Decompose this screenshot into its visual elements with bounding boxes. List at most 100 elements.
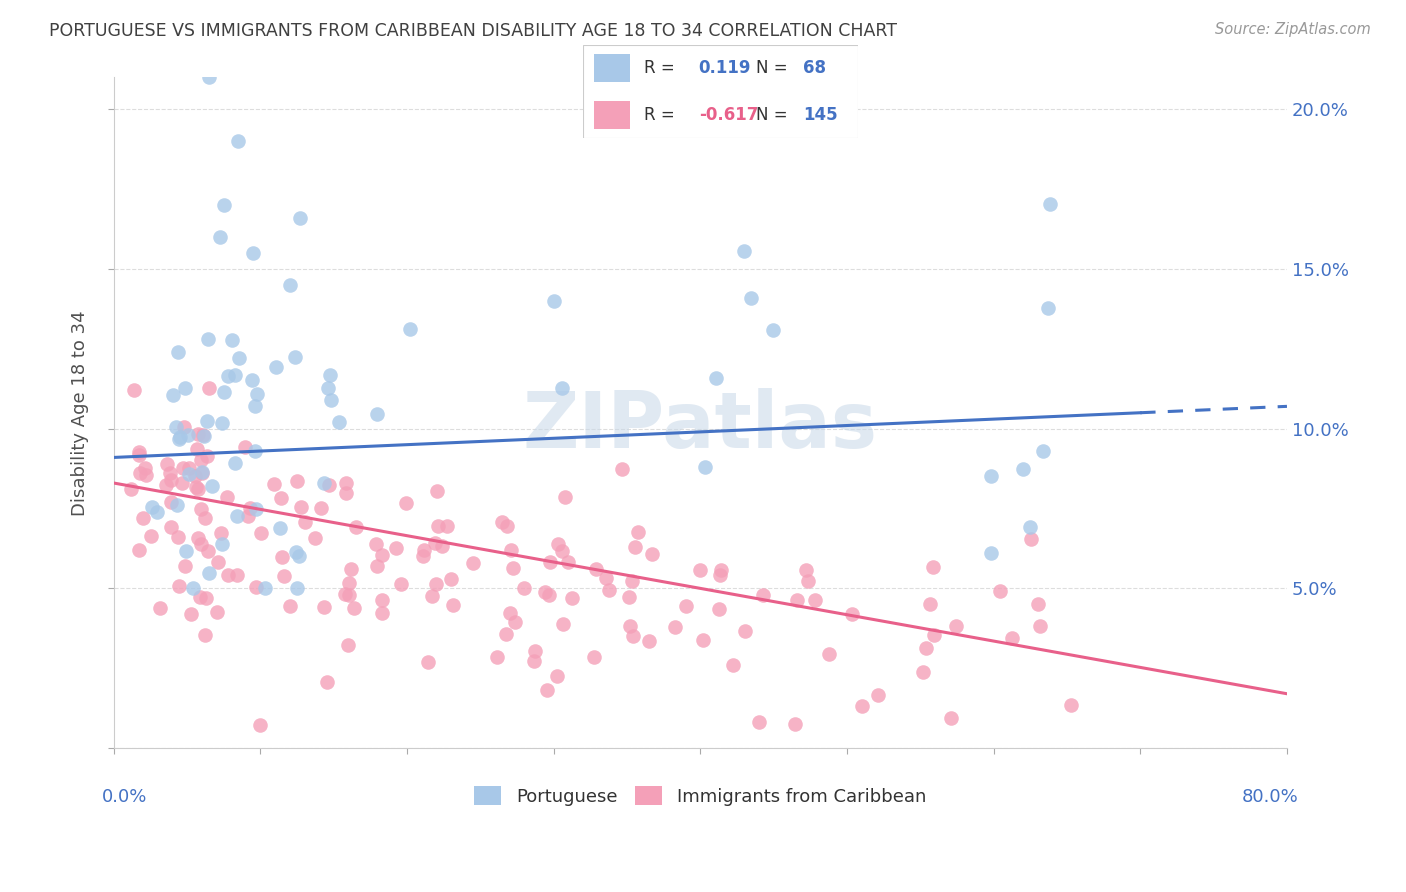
Point <box>551 617 574 632</box>
Point <box>343 601 366 615</box>
Point <box>366 407 388 421</box>
Point <box>159 495 181 509</box>
Point <box>385 541 408 555</box>
Point <box>733 244 755 258</box>
Point <box>370 592 392 607</box>
Point <box>550 381 572 395</box>
Point <box>217 568 239 582</box>
Point <box>240 372 263 386</box>
Point <box>318 381 340 395</box>
Point <box>921 560 943 574</box>
Point <box>1028 618 1050 632</box>
Point <box>748 715 770 730</box>
Point <box>139 529 162 543</box>
Point <box>236 508 259 523</box>
Point <box>557 555 579 569</box>
Point <box>536 683 558 698</box>
Point <box>1019 532 1042 546</box>
Point <box>371 606 394 620</box>
Point <box>211 536 233 550</box>
Point <box>328 415 350 429</box>
Point <box>122 384 145 398</box>
Point <box>169 430 191 444</box>
Point <box>214 385 236 400</box>
Point <box>582 649 605 664</box>
Point <box>543 293 565 308</box>
Point <box>245 399 267 413</box>
Point <box>619 619 641 633</box>
Point <box>183 582 205 596</box>
Point <box>319 392 342 407</box>
Point <box>818 647 841 661</box>
Point <box>427 519 450 533</box>
Point <box>194 628 217 642</box>
Point <box>226 568 249 582</box>
Point <box>128 466 150 480</box>
Point <box>624 540 647 554</box>
Text: -0.617: -0.617 <box>699 106 758 124</box>
Point <box>294 515 316 529</box>
Text: 0.119: 0.119 <box>699 59 751 77</box>
Point <box>160 520 183 534</box>
Point <box>335 587 357 601</box>
Point <box>412 549 434 563</box>
Point <box>314 599 336 614</box>
Point <box>167 530 190 544</box>
Point <box>499 542 522 557</box>
Point <box>226 134 249 148</box>
Point <box>269 521 291 535</box>
Point <box>547 537 569 551</box>
Point <box>273 569 295 583</box>
Point <box>278 278 301 293</box>
Point <box>693 459 716 474</box>
Point <box>641 547 664 561</box>
Point <box>436 519 458 533</box>
Point <box>156 457 179 471</box>
Point <box>914 640 936 655</box>
Point <box>554 490 576 504</box>
Point <box>524 644 547 658</box>
Point <box>440 572 463 586</box>
Point <box>191 465 214 479</box>
FancyBboxPatch shape <box>583 45 858 138</box>
Point <box>1060 698 1083 713</box>
Point <box>538 554 561 568</box>
Point <box>710 564 733 578</box>
Point <box>1012 462 1035 476</box>
Point <box>190 501 212 516</box>
Point <box>425 577 447 591</box>
Point <box>495 627 517 641</box>
Point <box>315 674 337 689</box>
Point <box>198 70 221 85</box>
Point <box>128 448 150 462</box>
Point <box>177 460 200 475</box>
Point <box>523 654 546 668</box>
Point <box>337 575 360 590</box>
Point <box>173 420 195 434</box>
Point <box>233 440 256 454</box>
Point <box>180 607 202 622</box>
Point <box>177 427 200 442</box>
Point <box>194 511 217 525</box>
Point <box>939 711 962 725</box>
Point <box>304 531 326 545</box>
Point <box>598 583 620 598</box>
Point <box>1019 519 1042 533</box>
Point <box>335 476 357 491</box>
Point <box>1039 197 1062 211</box>
Point <box>177 467 200 482</box>
Point <box>664 620 686 634</box>
Point <box>191 428 214 442</box>
Point <box>617 590 640 604</box>
Point <box>502 560 524 574</box>
Point <box>172 460 194 475</box>
Point <box>253 582 276 596</box>
Point <box>391 577 413 591</box>
Point <box>195 450 218 464</box>
Point <box>195 414 218 428</box>
Point <box>340 562 363 576</box>
Point <box>336 638 359 652</box>
Point <box>627 524 650 539</box>
Point <box>187 483 209 497</box>
Point <box>160 473 183 487</box>
